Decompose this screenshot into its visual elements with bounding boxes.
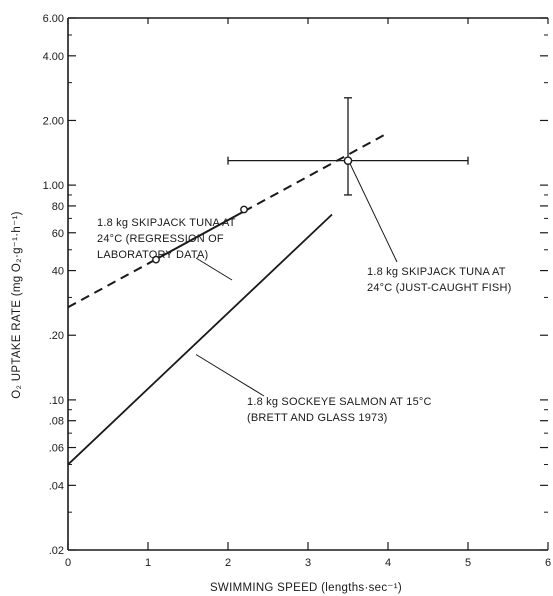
x-axis-title: SWIMMING SPEED (lengths·sec⁻¹) [210, 582, 402, 594]
just-caught-label-line: 24°C (JUST-CAUGHT FISH) [367, 282, 511, 294]
tuna-regression-dashed-high [243, 132, 389, 213]
y-axis-title: O₂ UPTAKE RATE (mg O₂·g⁻¹·h⁻¹) [11, 211, 23, 398]
y-tick-label: 2.00 [43, 115, 64, 127]
x-tick-label: 6 [545, 557, 551, 569]
salmon-leader [195, 354, 265, 397]
x-tick-label: 3 [305, 557, 311, 569]
y-tick-label: 80 [52, 201, 64, 213]
y-tick-label: 60 [52, 228, 64, 240]
y-tick-label: .06 [49, 443, 64, 455]
tuna-regression-label-line: 24°C (REGRESSION OF [97, 233, 224, 245]
just-caught-point [343, 156, 353, 165]
just-caught-label-line: 1.8 kg SKIPJACK TUNA AT [367, 266, 506, 278]
y-tick-label: .20 [49, 330, 64, 342]
ticks: 6.004.002.001.00806040.20.10.08.06.04.02… [43, 13, 551, 569]
y-tick-label: 40 [52, 266, 64, 278]
y-tick-label: 4.00 [43, 51, 64, 63]
x-tick-label: 2 [225, 557, 231, 569]
tuna-regression-solid [155, 210, 245, 261]
y-tick-label: .04 [49, 480, 64, 492]
y-tick-label: .10 [49, 395, 64, 407]
series [67, 97, 469, 466]
y-tick-label: 6.00 [43, 13, 64, 25]
annotations: 1.8 kg SKIPJACK TUNA AT 24°C (REGRESSION … [97, 163, 511, 424]
salmon-label-line: 1.8 kg SOCKEYE SALMON AT 15°C [247, 396, 432, 408]
x-tick-label: 1 [145, 557, 151, 569]
tuna-data-point [240, 205, 248, 214]
x-tick-label: 4 [385, 557, 391, 569]
x-tick-label: 0 [65, 557, 71, 569]
y-tick-label: 1.00 [43, 180, 64, 192]
salmon-label-line: (BRETT AND GLASS 1973) [247, 412, 388, 424]
tuna-regression-leader [195, 257, 233, 281]
y-tick-label: .08 [49, 416, 64, 428]
y-tick-label: .02 [49, 545, 64, 557]
tuna-regression-label-line: LABORATORY DATA) [97, 249, 208, 261]
tuna-regression-label-line: 1.8 kg SKIPJACK TUNA AT [97, 217, 236, 229]
tuna-regression-dashed-low [67, 258, 157, 309]
just-caught-leader [349, 163, 398, 263]
x-tick-label: 5 [465, 557, 471, 569]
tuna-data-point [152, 255, 160, 264]
salmon-line [67, 213, 333, 466]
